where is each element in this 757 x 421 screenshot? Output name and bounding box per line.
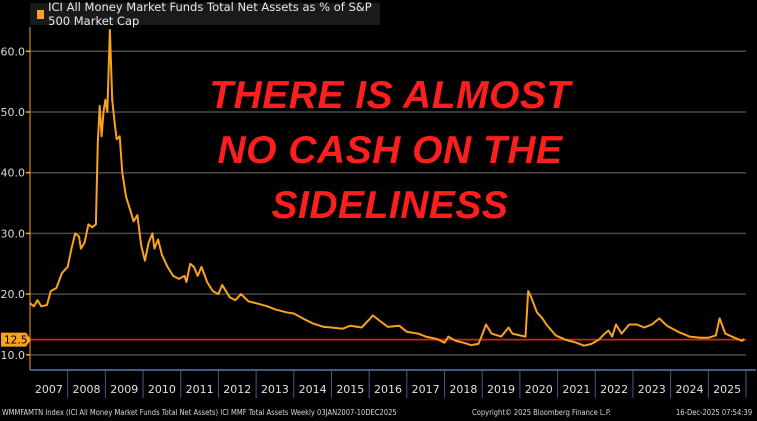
footer-copyright: Copyright© 2025 Bloomberg Finance L.P. (472, 408, 611, 417)
y-tick-label: 10.0 (1, 349, 26, 362)
x-tick-label: 2014 (299, 383, 327, 396)
y-tick-label: 40.0 (1, 167, 26, 180)
annotation-line-1: THERE IS ALMOST (209, 74, 571, 117)
x-tick-label: 2016 (374, 383, 402, 396)
x-tick-label: 2010 (148, 383, 176, 396)
x-tick-label: 2021 (562, 383, 590, 396)
y-tick-label: 50.0 (1, 106, 26, 119)
x-tick-label: 2007 (35, 383, 63, 396)
legend: ICI All Money Market Funds Total Net Ass… (30, 0, 380, 28)
x-tick-label: 2012 (223, 383, 251, 396)
series-line (29, 29, 745, 347)
y-tick-label: 30.0 (1, 227, 26, 240)
x-tick-label: 2019 (487, 383, 515, 396)
x-tick-label: 2015 (336, 383, 364, 396)
footer-source: WMMFAMTN Index (ICI All Money Market Fun… (2, 408, 397, 417)
legend-swatch (37, 9, 45, 19)
footer-timestamp: 16-Dec-2025 07:54:39 (676, 408, 753, 417)
y-tick-label: 20.0 (1, 288, 26, 301)
x-tick-label: 2023 (638, 383, 666, 396)
reference-line-label-bg (1, 332, 31, 347)
x-tick-label: 2024 (675, 383, 703, 396)
reference-line-label: 12.5 (4, 335, 27, 347)
annotation-line-2: NO CASH ON THE (217, 129, 563, 172)
y-tick-label: 60.0 (1, 45, 26, 58)
annotation: THERE IS ALMOST NO CASH ON THE SIDELINES… (170, 68, 610, 233)
x-tick-label: 2017 (412, 383, 440, 396)
x-tick-label: 2025 (713, 383, 741, 396)
x-tick-label: 2011 (186, 383, 214, 396)
x-tick-label: 2013 (261, 383, 289, 396)
x-tick-label: 2022 (600, 383, 628, 396)
x-tick-label: 2020 (525, 383, 553, 396)
x-tick-label: 2008 (73, 383, 101, 396)
legend-label: ICI All Money Market Funds Total Net Ass… (48, 0, 372, 28)
x-tick-label: 2009 (110, 383, 138, 396)
annotation-line-3: SIDELINESS (271, 184, 509, 227)
x-tick-label: 2018 (449, 383, 477, 396)
